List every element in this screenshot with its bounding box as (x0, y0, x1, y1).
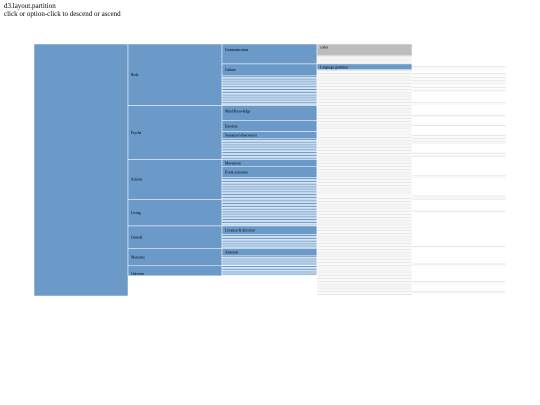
partition-node-psyche[interactable] (127, 105, 223, 160)
partition-label: Event outcomes (225, 170, 249, 174)
partition-leaf[interactable] (316, 145, 413, 147)
partition-leaf[interactable] (411, 211, 507, 214)
partition-node-actions[interactable] (127, 159, 223, 200)
partition-label: Language grammar (320, 65, 349, 69)
partition-label: Universe (131, 272, 144, 276)
partition-leaf[interactable] (316, 187, 413, 189)
partition-leaf[interactable] (411, 264, 507, 267)
partition-label: Culture (225, 68, 236, 72)
instructions-text: click or option-click to descend or asce… (4, 9, 121, 18)
partition-leaf[interactable] (316, 262, 413, 265)
partition-label: Amounts (225, 251, 239, 255)
partition-leaf[interactable] (411, 67, 507, 70)
partition-leaf[interactable] (411, 177, 507, 180)
partition-leaf[interactable] (316, 130, 413, 132)
partition-leaf[interactable] (411, 82, 507, 85)
partition-node[interactable] (221, 63, 318, 77)
partition-leaf[interactable] (316, 295, 413, 297)
partition-label: Emotion (225, 124, 238, 128)
partition-leaf[interactable] (316, 148, 413, 150)
partition-leaf[interactable] (411, 292, 507, 295)
partition-node[interactable] (221, 43, 318, 65)
partition-leaf[interactable] (411, 125, 507, 128)
partition-leaf[interactable] (316, 268, 413, 270)
partition-label: codes (320, 46, 329, 50)
partition-label: Measures (131, 255, 145, 259)
partition-label: Psyche (131, 131, 142, 135)
partition-label: Actions (131, 178, 143, 182)
partition-label: Mind/Knowledge (225, 110, 251, 114)
partition-label: General (131, 236, 142, 240)
partition-leaf[interactable] (316, 194, 413, 197)
page-title: d3.layout.partition (4, 2, 56, 10)
partition-leaf[interactable] (411, 246, 507, 249)
partition-leaf[interactable] (411, 283, 507, 285)
partition-label: Communication (225, 48, 248, 52)
partition-node-codes[interactable] (316, 43, 413, 57)
partition-label: Location & direction (225, 228, 255, 232)
partition-leaf[interactable] (316, 235, 413, 237)
partition-leaf[interactable] (411, 74, 507, 76)
page-header: d3.layout.partition click or option-clic… (4, 2, 121, 18)
partition-node-body[interactable] (127, 43, 223, 106)
partition-leaf[interactable] (316, 134, 413, 136)
partition-label: Body (131, 73, 139, 77)
partition-leaf[interactable] (411, 115, 507, 118)
partition-leaf[interactable] (316, 227, 413, 229)
partition-leaf[interactable] (411, 104, 507, 106)
partition-root[interactable] (33, 43, 129, 297)
partition-label: Living (131, 211, 141, 215)
partition-node-living[interactable] (127, 199, 223, 227)
partition-label: Sensation/observation (225, 133, 257, 137)
partition-label: Movement (225, 161, 241, 165)
